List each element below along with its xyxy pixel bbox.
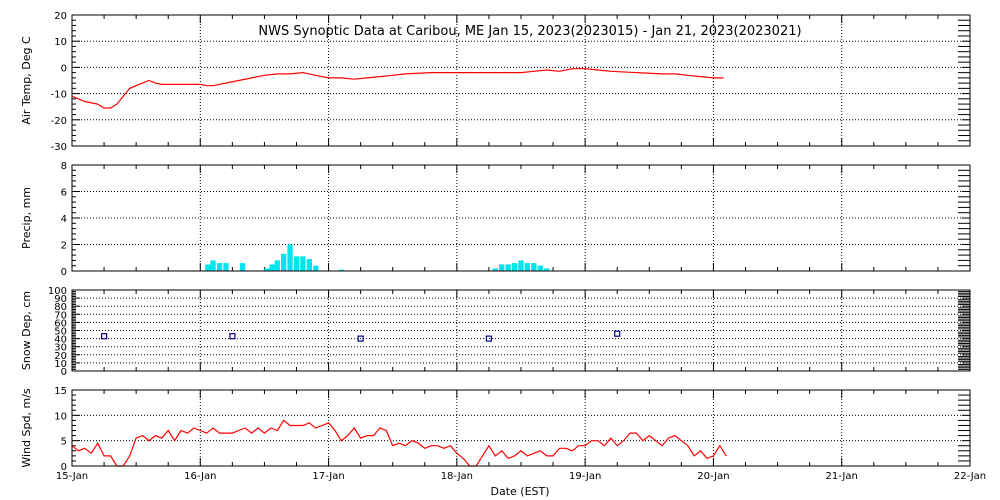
precip-bar (518, 260, 524, 271)
panel-snow_depth-ytick-label: 50 (54, 327, 67, 338)
precip-bar (313, 265, 319, 271)
precip-bar (338, 269, 344, 271)
precip-bar (205, 264, 211, 271)
panel-wind-ytick-label: 0 (61, 462, 67, 473)
snow_depth-point (357, 335, 364, 342)
panel-precip-ytick-label: 0 (61, 267, 67, 278)
x-tick-label: 20-Jan (697, 471, 729, 482)
precip-bar (505, 264, 511, 271)
panel-snow_depth-ytick-label: 80 (54, 302, 67, 313)
precip-bar (300, 256, 306, 271)
precip-bar (281, 253, 287, 271)
precip-bar (537, 265, 543, 271)
panel-snow_depth-frame (71, 289, 971, 372)
panel-precip-ylabel: Precip, mm (20, 187, 33, 249)
precip-bar (239, 263, 246, 271)
panel-wind: 0 5 10 15 Wind Spd, m/s (20, 386, 971, 473)
panel-snow_depth-ytick-label: 0 (61, 367, 67, 378)
panel-wind-ylabel: Wind Spd, m/s (20, 388, 33, 468)
panel-air_temp: -30 -20 -10 0 10 20 Air Temp, Deg C (20, 11, 971, 153)
panel-air_temp-ytick-label: 20 (54, 11, 67, 22)
x-tick-label: 17-Jan (312, 471, 344, 482)
wind-series-line (71, 419, 727, 467)
panel-precip-ytick-label: 4 (61, 214, 67, 225)
panel-air_temp-ytick-label: -10 (51, 90, 67, 101)
x-tick-label: 22-Jan (954, 471, 986, 482)
precip-bar (524, 263, 530, 271)
panel-air_temp-ytick-label: 10 (54, 37, 67, 48)
snow_depth-point (100, 333, 108, 340)
panel-air_temp-frame (71, 14, 971, 147)
x-tick-label: 19-Jan (569, 471, 601, 482)
panel-snow_depth-ylabel: Snow Dep, cm (20, 291, 33, 370)
precip-bar (223, 263, 229, 271)
panel-wind-ytick-label: 10 (54, 411, 67, 422)
precip-bar (511, 263, 518, 271)
panel-snow_depth-ytick-label: 70 (54, 310, 67, 321)
x-axis-title: Date (EST) (490, 485, 549, 498)
precip-bar (544, 268, 550, 271)
x-tick-label: 18-Jan (441, 471, 473, 482)
panel-snow_depth-ytick-label: 90 (54, 294, 67, 305)
precip-bar (269, 264, 275, 271)
panel-air_temp-ytick-label: -30 (51, 142, 67, 153)
panel-snow_depth-ytick-label: 20 (54, 351, 67, 362)
precip-bar (293, 256, 300, 271)
chart-title: NWS Synoptic Data at Caribou, ME Jan 15,… (258, 24, 801, 39)
air_temp-series-line (71, 68, 724, 109)
panel-snow_depth-ytick-label: 100 (48, 286, 67, 297)
panel-precip-ytick-label: 2 (61, 241, 67, 252)
precip-bar (306, 259, 312, 271)
precip-bar (492, 268, 498, 271)
x-tick-label: 15-Jan (56, 471, 88, 482)
panel-wind-ytick-label: 5 (61, 437, 67, 448)
precip-bar (287, 244, 293, 271)
snow_depth-point (485, 335, 492, 342)
panel-precip: 0 2 4 6 8 Precip, mm (20, 161, 971, 278)
precip-bar (210, 260, 216, 271)
panel-precip-ytick-label: 8 (61, 161, 67, 172)
precip-bar (274, 260, 280, 271)
panel-air_temp-ytick-label: 0 (61, 63, 67, 74)
panel-air_temp-ylabel: Air Temp, Deg C (20, 36, 33, 125)
panel-precip-frame (71, 164, 971, 272)
panel-snow_depth-ytick-label: 10 (54, 359, 67, 370)
precip-bar (531, 263, 537, 271)
panel-snow_depth-ytick-label: 30 (54, 343, 67, 354)
panel-snow_depth-ytick-label: 60 (54, 318, 67, 329)
precip-bar (264, 268, 270, 271)
snow_depth-point (614, 330, 621, 337)
precip-bar (499, 264, 505, 271)
x-tick-label: 16-Jan (184, 471, 216, 482)
panel-wind-ytick-label: 15 (54, 386, 67, 397)
panel-air_temp-ytick-label: -20 (51, 116, 67, 127)
panel-snow_depth-ytick-label: 40 (54, 335, 67, 346)
x-tick-label: 21-Jan (826, 471, 858, 482)
panel-wind-frame (71, 389, 971, 467)
snow_depth-point (229, 333, 236, 340)
panel-precip-ytick-label: 6 (61, 188, 67, 199)
precip-bar (216, 263, 223, 271)
